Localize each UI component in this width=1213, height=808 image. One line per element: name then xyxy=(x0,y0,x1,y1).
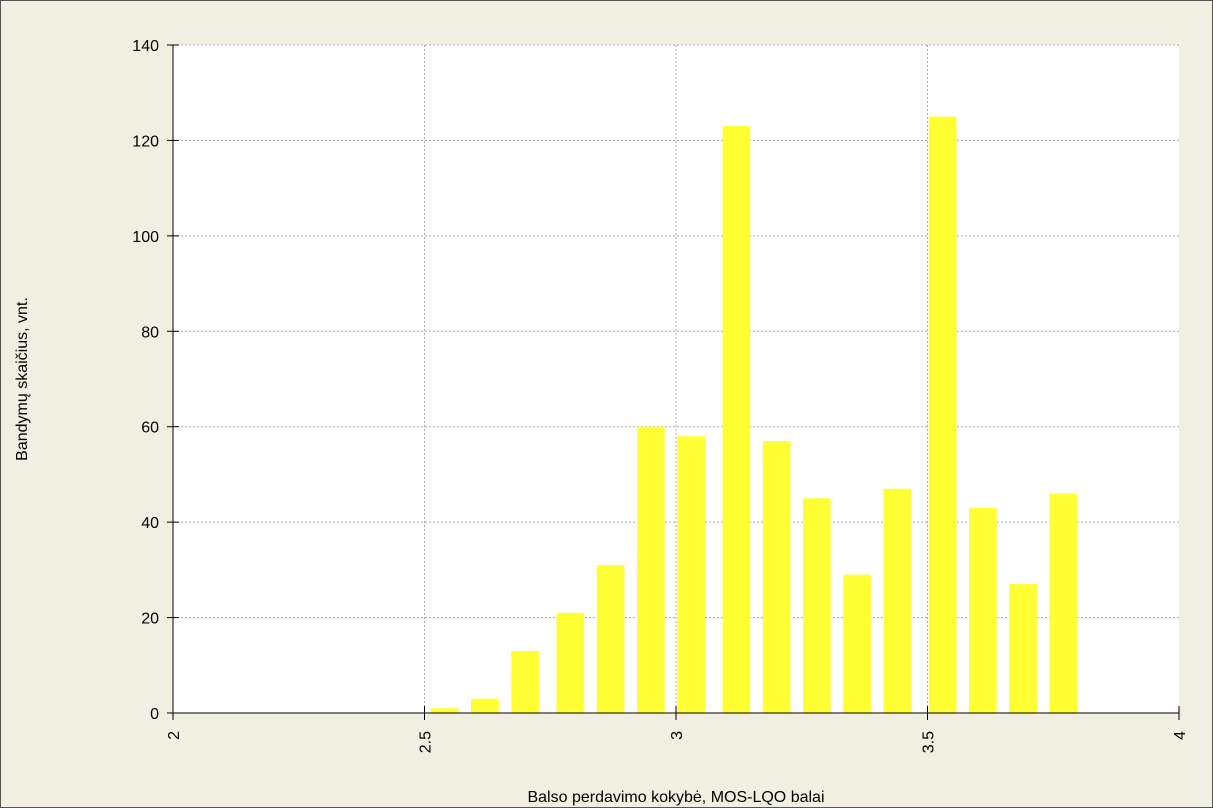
y-tick-label: 80 xyxy=(141,324,159,341)
y-tick-label: 40 xyxy=(141,515,159,532)
x-tick-label: 3 xyxy=(669,731,686,740)
x-tick-label: 3.5 xyxy=(921,731,938,753)
bar xyxy=(1049,493,1078,713)
y-tick-label: 0 xyxy=(150,706,159,723)
bar xyxy=(843,574,871,713)
x-axis-title: Balso perdavimo kokybė, MOS-LQO balai xyxy=(527,789,824,806)
bar xyxy=(556,612,585,713)
y-tick-label: 20 xyxy=(141,611,159,628)
bar xyxy=(430,708,459,713)
bar xyxy=(677,436,705,713)
bar xyxy=(471,698,499,713)
bar xyxy=(511,650,539,713)
bar xyxy=(803,498,831,713)
tick-labels: 0 20 40 60 80 100 120 140 2 2.5 3 3.5 4 xyxy=(132,38,1189,753)
x-tick-label: 4 xyxy=(1172,731,1189,740)
y-tick-label: 100 xyxy=(132,229,159,246)
grid-lines xyxy=(173,44,1179,713)
bar xyxy=(596,565,625,713)
bar xyxy=(637,426,665,713)
bar xyxy=(1009,584,1037,713)
x-tick-label: 2 xyxy=(166,731,183,740)
bar xyxy=(968,507,997,713)
bar xyxy=(883,488,912,713)
y-tick-label: 120 xyxy=(132,133,159,150)
y-tick-label: 60 xyxy=(141,420,159,437)
y-axis-title: Bandymų skaičius, vnt. xyxy=(14,297,31,461)
x-tick-label: 2.5 xyxy=(418,731,435,753)
y-tick-label: 140 xyxy=(132,38,159,55)
bar xyxy=(762,441,791,713)
bar xyxy=(722,126,751,714)
bar xyxy=(928,116,957,714)
bar-series xyxy=(430,116,1078,714)
